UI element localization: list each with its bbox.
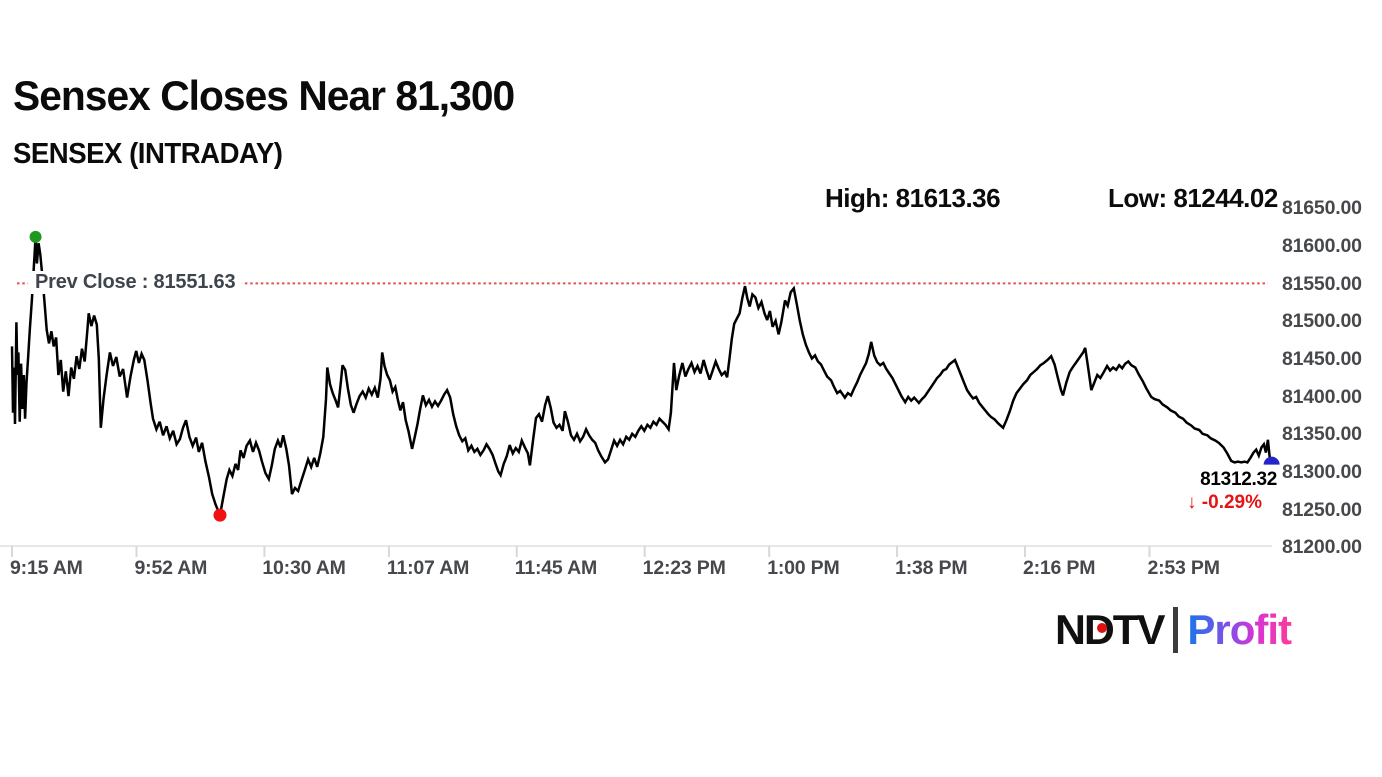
ndtv-red-dot-icon (1097, 623, 1107, 633)
x-axis-label: 1:00 PM (767, 557, 840, 579)
price-line (10, 236, 1273, 516)
x-axis-label: 2:16 PM (1022, 557, 1096, 579)
low-value-label: Low: 81244.02 (1108, 183, 1278, 213)
y-axis-label: 81600.00 (1282, 234, 1362, 257)
profit-logo-text: Profit (1187, 606, 1295, 654)
x-axis-label: 2:53 PM (1147, 557, 1220, 579)
high-marker-dot (29, 230, 42, 243)
page-title: Sensex Closes Near 81,300 (13, 72, 515, 119)
y-axis-label: 81650.00 (1282, 197, 1362, 220)
x-axis-label: 9:52 AM (134, 557, 208, 579)
last-price-label: 81312.32 (1200, 468, 1277, 490)
y-axis-label: 81300.00 (1282, 460, 1362, 483)
y-axis-label: 81500.00 (1282, 310, 1362, 333)
y-axis-label: 81450.00 (1282, 347, 1362, 370)
last-price-marker (1263, 456, 1280, 465)
y-axis-label: 81200.00 (1282, 536, 1362, 559)
x-axis-label: 12:23 PM (642, 557, 726, 579)
x-axis-label: 9:15 AM (10, 557, 83, 579)
x-axis-label: 1:38 PM (895, 557, 968, 579)
y-axis-label: 81250.00 (1282, 498, 1362, 521)
y-axis-label: 81350.00 (1282, 423, 1362, 446)
x-axis-label: 11:07 AM (386, 557, 470, 579)
prev-close-label: Prev Close : 81551.63 (28, 271, 243, 295)
high-value-label: High: 81613.36 (825, 183, 1001, 213)
last-change-label: ↓ -0.29% (1187, 491, 1262, 513)
low-marker-dot (213, 508, 227, 522)
x-axis-label: 11:45 AM (514, 557, 597, 579)
ndtv-logo-text: NDTV (1055, 606, 1166, 653)
y-axis-label: 81400.00 (1282, 385, 1362, 408)
chart-subtitle: SENSEX (INTRADAY) (13, 138, 283, 170)
logo-separator (1173, 607, 1179, 653)
x-axis-label: 10:30 AM (262, 557, 346, 579)
y-axis-label: 81550.00 (1282, 272, 1362, 295)
ndtv-profit-logo: NDTV Profit (1055, 606, 1295, 654)
